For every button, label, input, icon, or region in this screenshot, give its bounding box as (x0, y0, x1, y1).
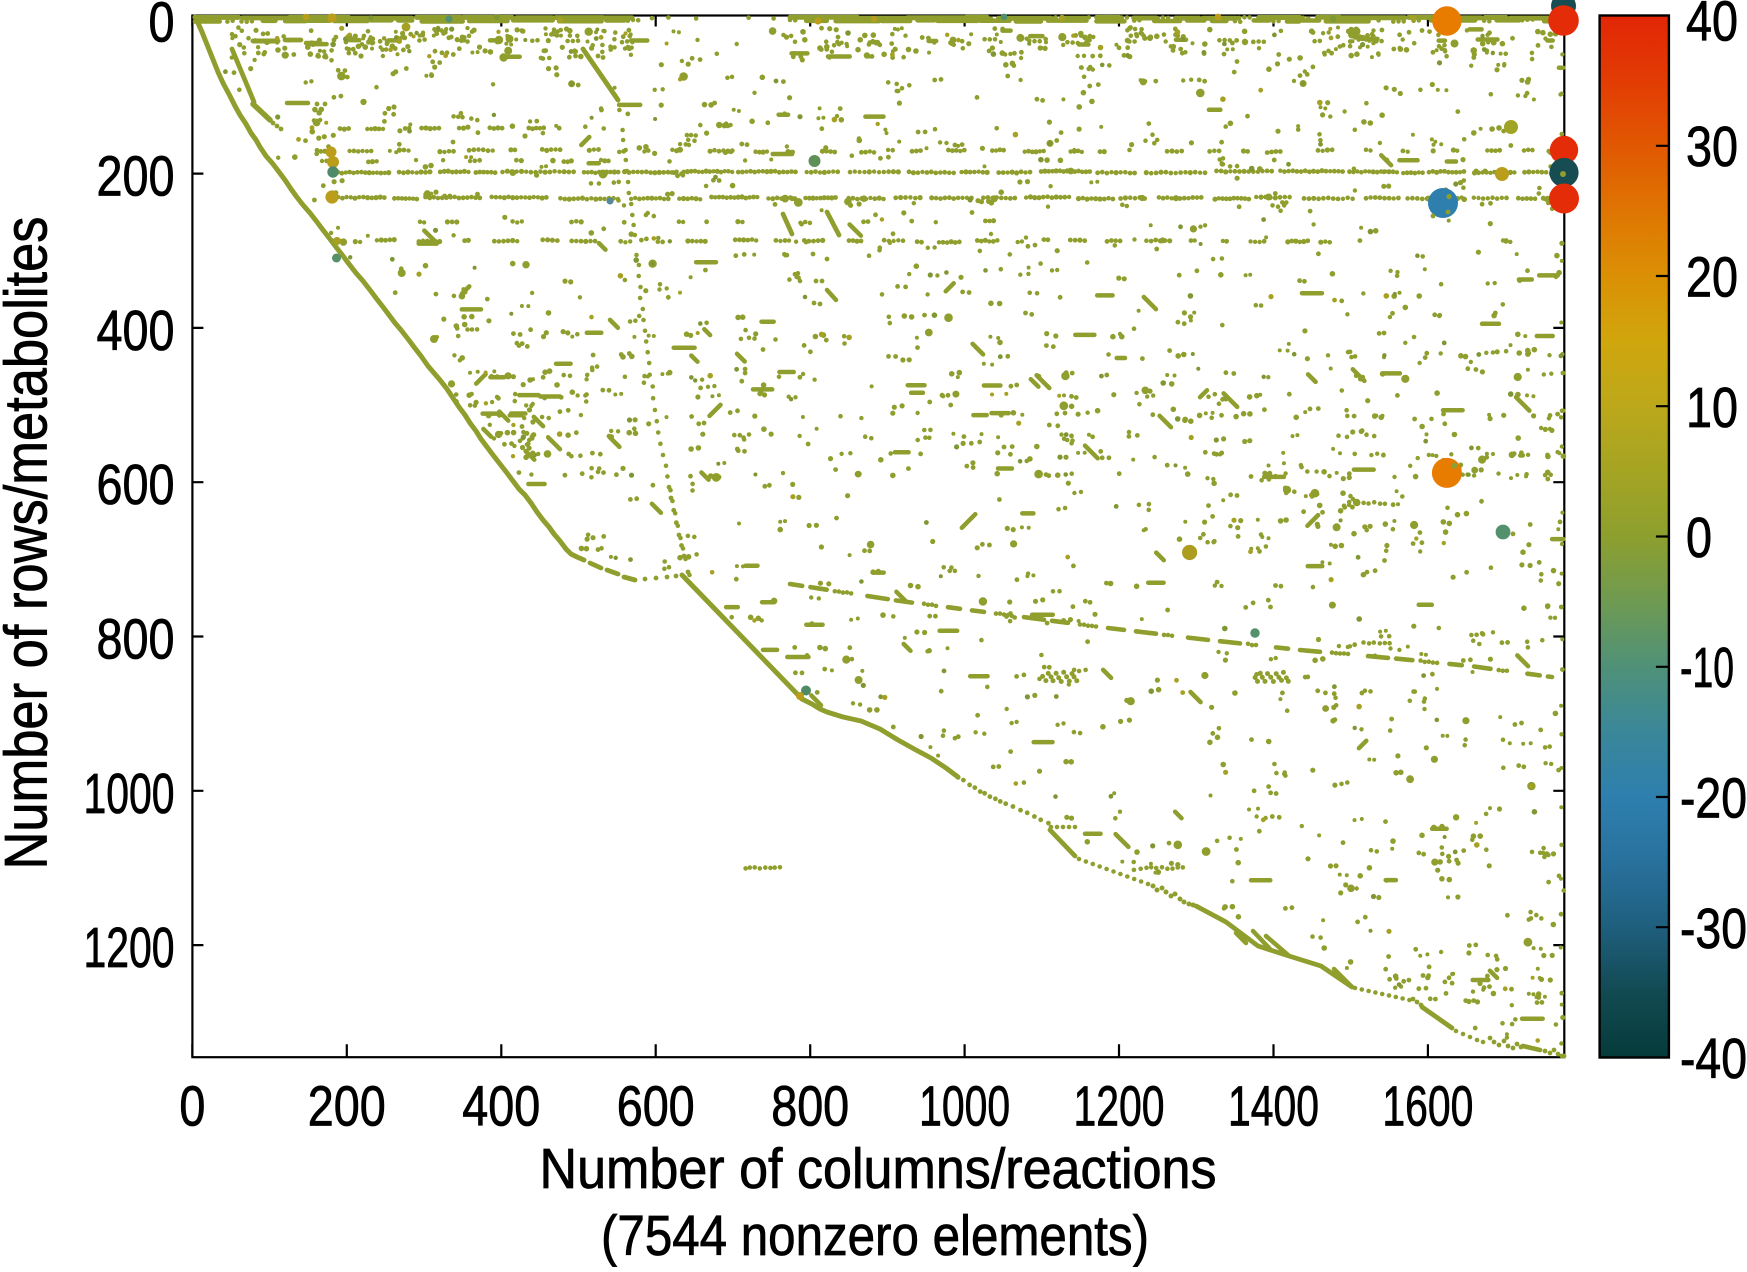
svg-text:0: 0 (179, 1075, 205, 1139)
svg-text:600: 600 (97, 453, 175, 517)
svg-text:200: 200 (97, 145, 175, 209)
svg-text:1000: 1000 (919, 1075, 1010, 1139)
svg-text:-20: -20 (1680, 767, 1747, 831)
svg-text:10: 10 (1686, 376, 1738, 440)
svg-text:Number of rows/metabolites: Number of rows/metabolites (0, 217, 60, 870)
svg-text:800: 800 (97, 608, 175, 672)
svg-text:600: 600 (617, 1075, 695, 1139)
svg-text:40: 40 (1686, 0, 1738, 54)
svg-text:-10: -10 (1680, 636, 1734, 700)
svg-text:1200: 1200 (84, 916, 175, 980)
svg-text:0: 0 (1686, 506, 1712, 570)
svg-text:20: 20 (1686, 246, 1738, 310)
svg-text:-30: -30 (1680, 897, 1747, 961)
svg-text:1600: 1600 (1382, 1075, 1473, 1139)
svg-text:1400: 1400 (1228, 1075, 1319, 1139)
svg-text:Number of columns/reactions: Number of columns/reactions (540, 1137, 1217, 1201)
svg-text:1000: 1000 (84, 762, 175, 826)
svg-text:0: 0 (149, 0, 175, 54)
svg-text:800: 800 (771, 1075, 849, 1139)
svg-text:(7544 nonzero elements): (7544 nonzero elements) (601, 1204, 1149, 1267)
svg-text:400: 400 (97, 299, 175, 363)
svg-text:1200: 1200 (1074, 1075, 1165, 1139)
svg-text:30: 30 (1686, 115, 1738, 179)
svg-text:400: 400 (462, 1075, 540, 1139)
svg-text:200: 200 (308, 1075, 386, 1139)
svg-text:-40: -40 (1680, 1027, 1747, 1091)
